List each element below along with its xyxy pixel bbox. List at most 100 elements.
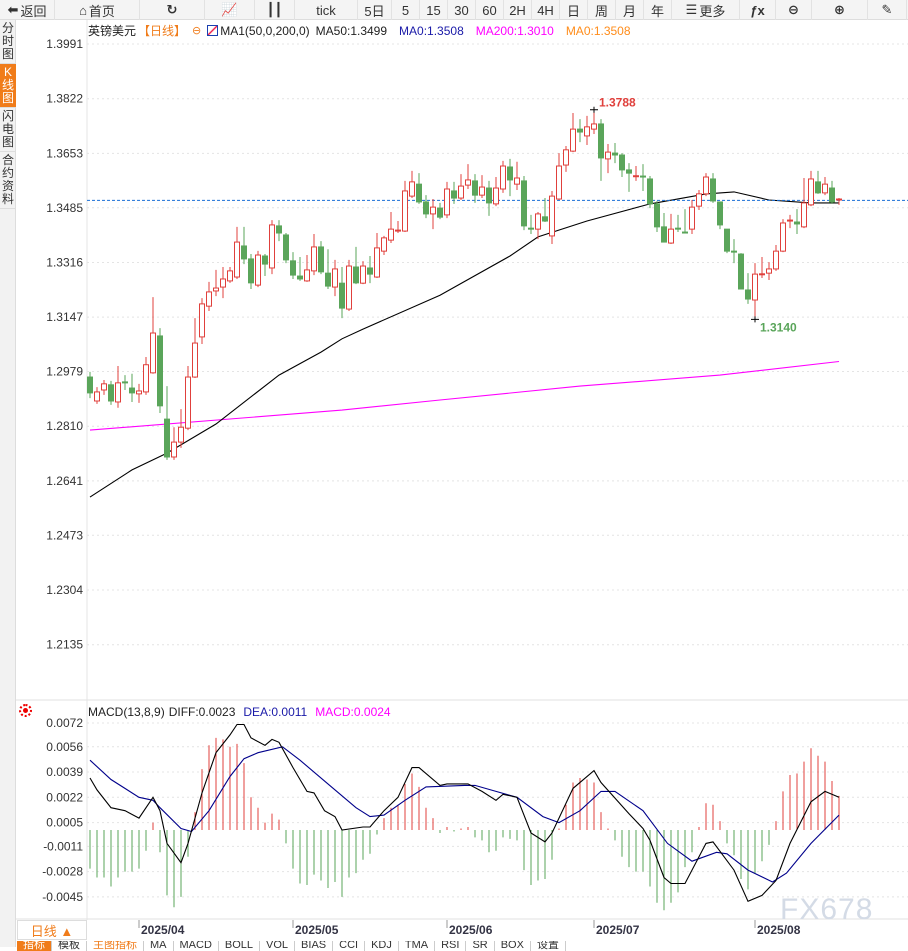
sidebar-tab-0[interactable]: 分时图 [0, 20, 16, 64]
bottom-tab[interactable]: BOX [495, 941, 531, 951]
bottom-tab[interactable]: 模板 [52, 941, 87, 951]
candle [297, 256, 303, 281]
candle-body [500, 165, 506, 190]
candle [444, 181, 450, 219]
toolbar-button-pen[interactable]: ✎ [868, 0, 907, 20]
price-tick-label: 1.2979 [46, 365, 83, 379]
candle [535, 211, 541, 240]
toolbar-button-周[interactable]: 周 [588, 0, 616, 20]
candle-body [241, 245, 247, 260]
candle-body [101, 383, 107, 391]
bottom-tab[interactable]: 指标 [17, 941, 52, 951]
toolbar-button-refresh[interactable]: ↻ [140, 0, 205, 20]
candle [619, 153, 625, 178]
candle-body [591, 123, 597, 130]
toolbar-button-月[interactable]: 月 [616, 0, 644, 20]
bottom-tab[interactable]: TMA [399, 941, 436, 951]
ma200-value: MA200:1.3010 [475, 23, 554, 38]
candle-body [332, 268, 338, 288]
candle-body [283, 234, 289, 261]
candle [479, 175, 485, 199]
candle-body [703, 176, 709, 195]
bottom-tab[interactable]: MACD [174, 941, 219, 951]
candle [129, 373, 135, 402]
bottom-tab[interactable]: 主图指标 [87, 941, 144, 951]
toolbar-button-5日[interactable]: 5日 [358, 0, 392, 20]
bottom-tab[interactable]: KDJ [365, 941, 399, 951]
candle-body [353, 266, 359, 284]
toolbar-button-更多[interactable]: ☰ 更多 [672, 0, 740, 20]
candle [458, 174, 464, 201]
candle [276, 220, 282, 242]
candle-body [633, 175, 639, 178]
bottom-tab[interactable]: BOLL [219, 941, 261, 951]
toolbar-button-30[interactable]: 30 [448, 0, 476, 20]
macd-value: MACD:0.0024 [315, 705, 391, 719]
candle [94, 387, 100, 404]
candle [808, 170, 814, 207]
toolbar-label: 年 [650, 3, 664, 19]
candle [801, 177, 807, 229]
candle [514, 161, 520, 190]
candle [605, 144, 611, 174]
period-selector[interactable]: 日线 ▲ [17, 920, 87, 940]
candle-body [836, 198, 842, 201]
indicator-icon[interactable] [207, 25, 219, 36]
candle-body [311, 246, 317, 272]
toolbar-button-line-chart[interactable]: 📈 [205, 0, 255, 20]
candle-body [577, 128, 583, 133]
bottom-tab[interactable]: RSI [435, 941, 467, 951]
candle-body [395, 229, 401, 232]
settings-circle-icon[interactable]: ⊖ [192, 25, 202, 37]
sidebar-tab-3[interactable]: 合约资料 [0, 152, 16, 209]
candle-body [360, 265, 366, 284]
toolbar-button-返回[interactable]: ⬅ 返回 [0, 0, 55, 20]
candle [136, 383, 142, 403]
candle-body [682, 231, 688, 234]
price-tick-label: 1.3822 [46, 92, 83, 106]
toolbar-button-15[interactable]: 15 [420, 0, 448, 20]
candle [381, 235, 387, 256]
toolbar-button-zoom-out[interactable]: ⊖ [776, 0, 812, 20]
toolbar-button-tick[interactable]: tick [295, 0, 358, 20]
candle-body [206, 291, 212, 307]
bottom-tab[interactable]: CCI [333, 941, 366, 951]
candle-body [339, 282, 345, 309]
toolbar-button-年[interactable]: 年 [644, 0, 672, 20]
candle [710, 173, 716, 203]
candle [150, 297, 156, 374]
candle-body [731, 250, 737, 253]
toolbar-button-5[interactable]: 5 [392, 0, 420, 20]
candle-body [724, 228, 730, 252]
toolbar-button-zoom-in[interactable]: ⊕ [812, 0, 868, 20]
macd-settings-icon[interactable] [19, 704, 32, 717]
candle [248, 254, 254, 290]
candle [598, 119, 604, 181]
toolbar-button-candlestick[interactable]: ┃┃ [255, 0, 295, 20]
period-label[interactable]: 【日线】 [138, 24, 187, 38]
toolbar-button-4H[interactable]: 4H [532, 0, 560, 20]
candle-body [521, 180, 527, 227]
candle [731, 239, 737, 264]
price-tick-label: 1.2641 [46, 474, 83, 488]
toolbar-button-fx[interactable]: ƒx [740, 0, 776, 20]
toolbar-button-60[interactable]: 60 [476, 0, 504, 20]
candle-body [507, 166, 513, 181]
toolbar-button-日[interactable]: 日 [560, 0, 588, 20]
price-tick-label: 1.3147 [46, 310, 83, 324]
bottom-tab[interactable]: SR [466, 941, 495, 951]
toolbar-button-首页[interactable]: ⌂ 首页 [55, 0, 140, 20]
toolbar-button-2H[interactable]: 2H [504, 0, 532, 20]
candle-body [661, 226, 667, 243]
candle [199, 298, 205, 345]
sidebar-tab-1[interactable]: K线图 [0, 64, 16, 108]
candle [332, 259, 338, 297]
bottom-tab[interactable]: VOL [260, 941, 296, 951]
bottom-tab[interactable]: 设置 [531, 941, 566, 951]
low-price-label: 1.3140 [760, 320, 797, 334]
candle-body [185, 376, 191, 429]
bottom-tab[interactable]: BIAS [295, 941, 334, 951]
sidebar-tab-2[interactable]: 闪电图 [0, 108, 16, 152]
bottom-tab[interactable]: MA [144, 941, 174, 951]
